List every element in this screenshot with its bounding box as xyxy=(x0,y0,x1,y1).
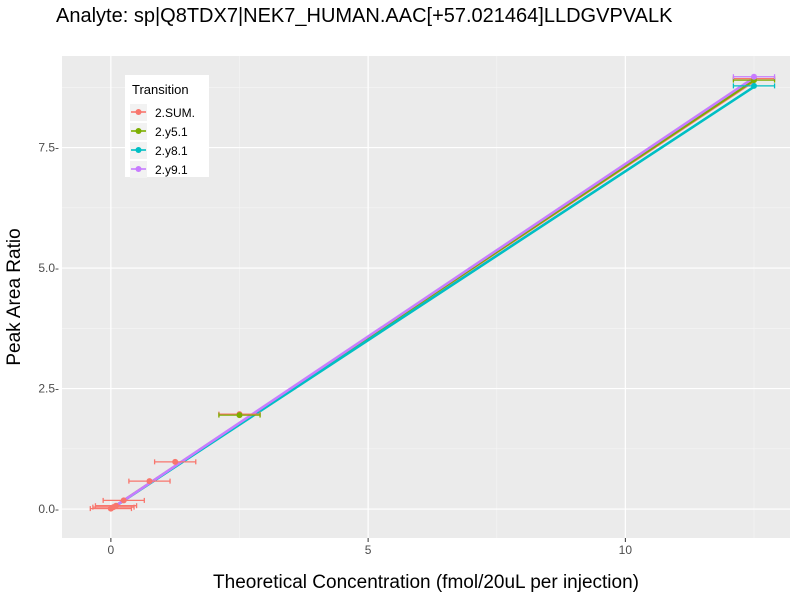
y-tick-label: 5.0- xyxy=(38,261,59,275)
data-points xyxy=(107,73,757,512)
legend-key-marker xyxy=(135,166,142,172)
y-axis: 0.0- 2.5- 5.0- 7.5- xyxy=(38,141,59,517)
legend-label: 2.y8.1 xyxy=(155,144,188,158)
y-tick-label: 2.5- xyxy=(38,382,59,396)
legend-label: 2.y9.1 xyxy=(155,163,188,177)
legend-item: 2.y8.1 xyxy=(130,142,188,159)
y-tick-label: 0.0- xyxy=(38,502,59,516)
y-tick-label: 7.5- xyxy=(38,141,59,155)
data-point xyxy=(750,73,757,80)
x-tick-label: 10 xyxy=(619,543,633,557)
x-tick-label: 5 xyxy=(365,543,372,557)
legend-item: 2.y9.1 xyxy=(130,161,188,178)
minor-gridlines xyxy=(62,56,790,538)
legend-item: 2.SUM. xyxy=(130,104,195,121)
data-point xyxy=(120,497,127,504)
legend: Transition 2.SUM. 2.y5.1 2.y8.1 2.y9.1 xyxy=(125,75,209,178)
data-point xyxy=(172,458,179,465)
x-axis: 0 5 10 xyxy=(108,538,633,557)
legend-label: 2.y5.1 xyxy=(155,125,188,139)
major-gridlines xyxy=(62,56,790,538)
data-point xyxy=(236,412,243,419)
legend-key-marker xyxy=(135,109,142,115)
x-axis-label: Theoretical Concentration (fmol/20uL per… xyxy=(213,572,639,593)
legend-key-marker xyxy=(135,147,142,153)
fit-lines xyxy=(110,76,755,511)
fit-line-2-y9-1 xyxy=(110,76,755,511)
chart-title: Analyte: sp|Q8TDX7|NEK7_HUMAN.AAC[+57.02… xyxy=(56,5,673,27)
legend-title: Transition xyxy=(132,82,189,97)
legend-item: 2.y5.1 xyxy=(130,123,188,140)
y-axis-label: Peak Area Ratio xyxy=(4,228,25,365)
legend-key-marker xyxy=(135,128,142,134)
data-point xyxy=(146,478,153,485)
data-point xyxy=(750,82,757,89)
legend-label: 2.SUM. xyxy=(155,106,195,120)
x-tick-label: 0 xyxy=(108,543,115,557)
data-point xyxy=(113,502,120,509)
